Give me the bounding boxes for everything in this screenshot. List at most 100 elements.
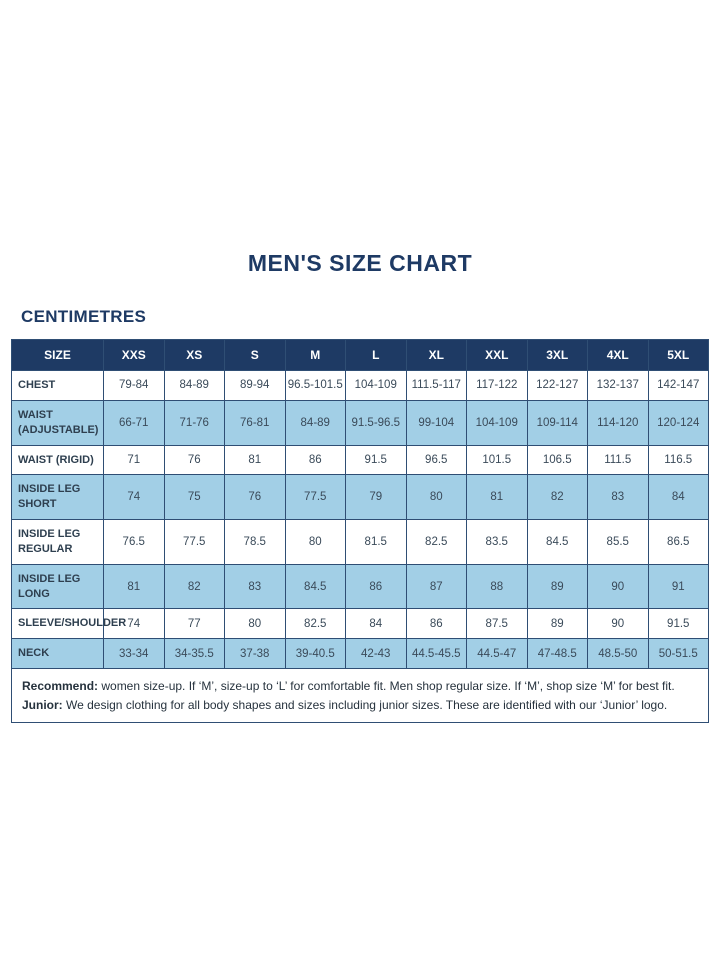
- header-cell: S: [224, 339, 286, 371]
- row-label-cell: INSIDE LEG SHORT: [11, 474, 104, 521]
- value-cell: 83: [224, 563, 286, 610]
- value-cell: 84-89: [284, 399, 346, 446]
- value-cell: 42-43: [345, 638, 407, 670]
- value-cell: 82.5: [284, 608, 346, 640]
- value-cell: 71: [103, 444, 165, 476]
- value-cell: 77.5: [163, 519, 225, 565]
- value-cell: 78.5: [224, 519, 286, 565]
- row-label-cell: SLEEVE/SHOULDER: [11, 608, 126, 640]
- row-label-cell: WAIST (ADJUSTABLE): [11, 399, 104, 446]
- value-cell: 84.5: [284, 563, 346, 610]
- value-cell: 81: [466, 474, 528, 521]
- row-label-cell: CHEST: [11, 370, 104, 401]
- recommend-label: Recommend:: [22, 679, 99, 694]
- table-row: NECK 33-34 34-35.5 37-38 39-40.5 42-43 44.5-45…: [11, 638, 709, 670]
- header-cell: M: [284, 339, 346, 371]
- value-cell: 34-35.5: [163, 638, 225, 670]
- value-cell: 114-120: [587, 399, 649, 446]
- value-cell: 48.5-50: [587, 638, 649, 670]
- value-cell: 74: [103, 608, 165, 640]
- table-row: INSIDE LEG REGULAR 76.5 77.5 78.5 80 81.5 82.5…: [11, 519, 709, 565]
- value-cell: 80: [405, 474, 467, 521]
- table-header-row: SIZE XXS XS S M L XL XXL 3XL 4XL 5XL: [11, 339, 709, 371]
- unit-label: CENTIMETRES: [21, 307, 147, 326]
- junior-text: We design clothing for all body shapes a…: [62, 697, 668, 712]
- junior-note: Junior: We design clothing for all body …: [22, 696, 698, 715]
- value-cell: 89: [526, 608, 588, 640]
- value-cell: 86: [405, 608, 467, 640]
- value-cell: 84-89: [163, 370, 225, 401]
- size-table: SIZE XXS XS S M L XL XXL 3XL 4XL 5XL CHEST 79-84 84-…: [11, 339, 709, 670]
- value-cell: 37-38: [224, 638, 286, 670]
- value-cell: 91.5: [345, 444, 407, 476]
- recommend-note: Recommend: women size-up. If ‘M’, size-u…: [22, 677, 698, 696]
- row-label-cell: INSIDE LEG REGULAR: [11, 519, 104, 565]
- value-cell: 122-127: [526, 370, 588, 401]
- value-cell: 82.5: [405, 519, 467, 565]
- value-cell: 88: [466, 563, 528, 610]
- value-cell: 81.5: [345, 519, 407, 565]
- header-cell: 4XL: [587, 339, 649, 371]
- value-cell: 82: [526, 474, 588, 521]
- table-row: INSIDE LEG LONG 81 82 83 84.5 86 87 88 89 90 91: [11, 563, 709, 610]
- header-cell: 3XL: [526, 339, 588, 371]
- value-cell: 89-94: [224, 370, 286, 401]
- value-cell: 116.5: [647, 444, 709, 476]
- value-cell: 86.5: [647, 519, 709, 565]
- value-cell: 76: [163, 444, 225, 476]
- value-cell: 142-147: [647, 370, 709, 401]
- page-title: MEN'S SIZE CHART: [247, 250, 473, 276]
- value-cell: 89: [526, 563, 588, 610]
- header-cell: XL: [405, 339, 467, 371]
- table-row: INSIDE LEG SHORT 74 75 76 77.5 79 80 81 82 83 84: [11, 474, 709, 521]
- table-row: CHEST 79-84 84-89 89-94 96.5-101.5 104-109 111…: [11, 370, 709, 401]
- header-cell: 5XL: [647, 339, 709, 371]
- value-cell: 111.5: [587, 444, 649, 476]
- value-cell: 76-81: [224, 399, 286, 446]
- value-cell: 83.5: [466, 519, 528, 565]
- value-cell: 75: [163, 474, 225, 521]
- value-cell: 99-104: [405, 399, 467, 446]
- value-cell: 50-51.5: [647, 638, 709, 670]
- value-cell: 104-109: [466, 399, 528, 446]
- value-cell: 86: [345, 563, 407, 610]
- value-cell: 66-71: [103, 399, 165, 446]
- value-cell: 81: [224, 444, 286, 476]
- value-cell: 76: [224, 474, 286, 521]
- header-cell: XXL: [466, 339, 528, 371]
- header-cell: XXS: [103, 339, 165, 371]
- value-cell: 91: [647, 563, 709, 610]
- value-cell: 71-76: [163, 399, 225, 446]
- value-cell: 106.5: [526, 444, 588, 476]
- row-label-cell: INSIDE LEG LONG: [11, 563, 104, 610]
- value-cell: 84.5: [526, 519, 588, 565]
- value-cell: 39-40.5: [284, 638, 346, 670]
- table-row: WAIST (ADJUSTABLE) 66-71 71-76 76-81 84-89 91…: [11, 399, 709, 446]
- value-cell: 33-34: [103, 638, 165, 670]
- value-cell: 74: [103, 474, 165, 521]
- value-cell: 44.5-47: [466, 638, 528, 670]
- value-cell: 104-109: [345, 370, 407, 401]
- value-cell: 79-84: [103, 370, 165, 401]
- value-cell: 96.5: [405, 444, 467, 476]
- header-cell: XS: [163, 339, 225, 371]
- value-cell: 81: [103, 563, 165, 610]
- value-cell: 101.5: [466, 444, 528, 476]
- table-row: WAIST (RIGID) 71 76 81 86 91.5 96.5 101.5 106.5 1…: [11, 444, 709, 476]
- value-cell: 87: [405, 563, 467, 610]
- table-row: SLEEVE/SHOULDER 74 77 80 82.5 84 86 87.5 89 90 91.…: [11, 608, 709, 640]
- value-cell: 79: [345, 474, 407, 521]
- junior-label: Junior:: [22, 697, 63, 712]
- value-cell: 83: [587, 474, 649, 521]
- value-cell: 111.5-117: [405, 370, 467, 401]
- value-cell: 84: [345, 608, 407, 640]
- value-cell: 117-122: [466, 370, 528, 401]
- value-cell: 86: [284, 444, 346, 476]
- size-chart-page: MEN'S SIZE CHART CENTIMETRES SIZE XXS XS S M…: [11, 250, 709, 724]
- value-cell: 132-137: [587, 370, 649, 401]
- value-cell: 82: [163, 563, 225, 610]
- value-cell: 87.5: [466, 608, 528, 640]
- value-cell: 90: [587, 563, 649, 610]
- value-cell: 91.5-96.5: [345, 399, 407, 446]
- header-cell-size: SIZE: [11, 339, 104, 371]
